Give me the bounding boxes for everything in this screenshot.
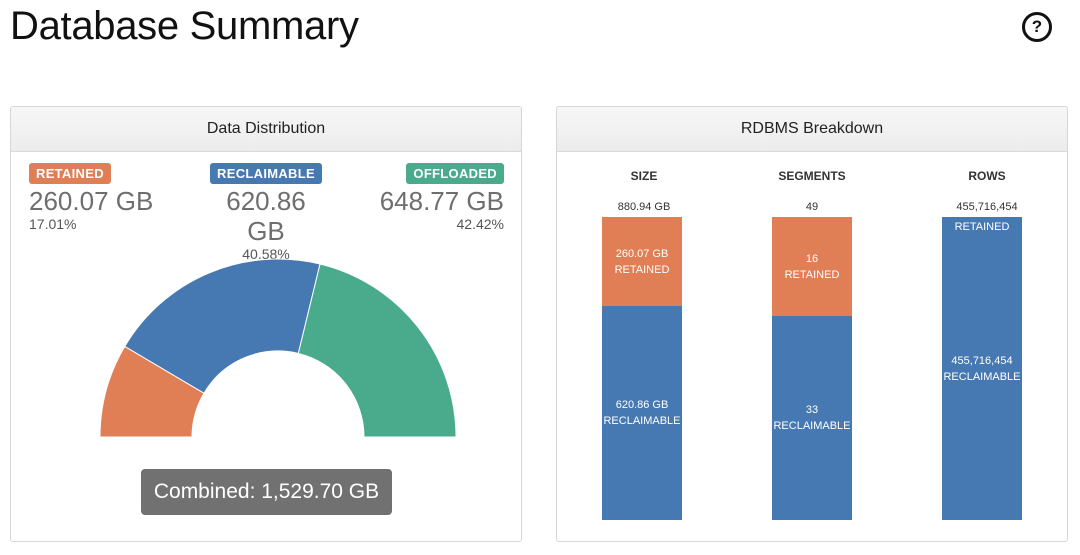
rows-reclaimable-segment: 455,716,454 RECLAIMABLE [942,217,1022,520]
size-retained-segment: 260.07 GB RETAINED [602,217,682,306]
segments-reclaimable-label: RECLAIMABLE [773,420,851,432]
offloaded-percent: 42.42% [456,216,504,232]
segments-retained-value: 16 [805,252,819,265]
offloaded-badge: OFFLOADED [406,163,504,184]
retained-stat: RETAINED 260.07 GB 17.01% [29,163,153,232]
help-icon[interactable]: ? [1022,12,1052,42]
segments-column-header: SEGMENTS [778,169,846,183]
rows-reclaimable-value: 455,716,454 [951,354,1013,367]
combined-total-label: Combined: 1,529.70 GB [141,469,392,515]
reclaimable-value: 620.86 GB [226,186,306,246]
offloaded-stat: OFFLOADED 648.77 GB 42.42% [380,163,504,232]
rows-retained-segment: RETAINED [942,217,1022,239]
data-distribution-panel: Data Distribution RETAINED 260.07 GB 17.… [10,106,522,542]
segments-retained-label: RETAINED [784,268,840,281]
segments-total: 49 [805,201,819,213]
offloaded-value: 648.77 GB [379,186,504,216]
reclaimable-percent: 40.58% [242,246,290,262]
gauge-slice-reclaimable [124,258,321,394]
rows-column-header: ROWS [968,169,1006,183]
size-reclaimable-label: RECLAIMABLE [603,415,681,427]
rdbms-breakdown-panel: RDBMS Breakdown SIZE 880.94 GB 260.07 GB… [556,106,1068,542]
retained-badge: RETAINED [29,163,111,184]
segments-retained-segment: 16 RETAINED [772,217,852,316]
size-total: 880.94 GB [617,201,671,213]
size-stacked-bar: 260.07 GB RETAINED 620.86 GB RECLAIMABLE [602,217,682,520]
page-title: Database Summary [10,4,359,48]
segments-reclaimable-value: 33 [805,404,819,416]
segments-stacked-bar: 16 RETAINED 33 RECLAIMABLE [772,217,852,520]
rows-total: 455,716,454 [956,201,1018,213]
rows-reclaimable-label: RECLAIMABLE [943,370,1021,383]
distribution-gauge-chart [99,258,457,438]
size-reclaimable-value: 620.86 GB [615,399,669,411]
gauge-slice-offloaded [297,263,457,438]
reclaimable-badge: RECLAIMABLE [210,163,322,184]
size-retained-label: RETAINED [614,263,670,276]
size-reclaimable-segment: 620.86 GB RECLAIMABLE [602,306,682,520]
segments-reclaimable-segment: 33 RECLAIMABLE [772,316,852,520]
reclaimable-stat: RECLAIMABLE 620.86 GB 40.58% [204,163,328,262]
size-column-header: SIZE [630,169,658,183]
rows-retained-label: RETAINED [954,221,1010,233]
rdbms-breakdown-header: RDBMS Breakdown [557,107,1067,152]
rows-stacked-bar: RETAINED 455,716,454 RECLAIMABLE [942,217,1022,520]
size-retained-value: 260.07 GB [615,247,669,260]
data-distribution-header: Data Distribution [11,107,521,152]
retained-percent: 17.01% [29,216,77,232]
retained-value: 260.07 GB [29,186,154,216]
